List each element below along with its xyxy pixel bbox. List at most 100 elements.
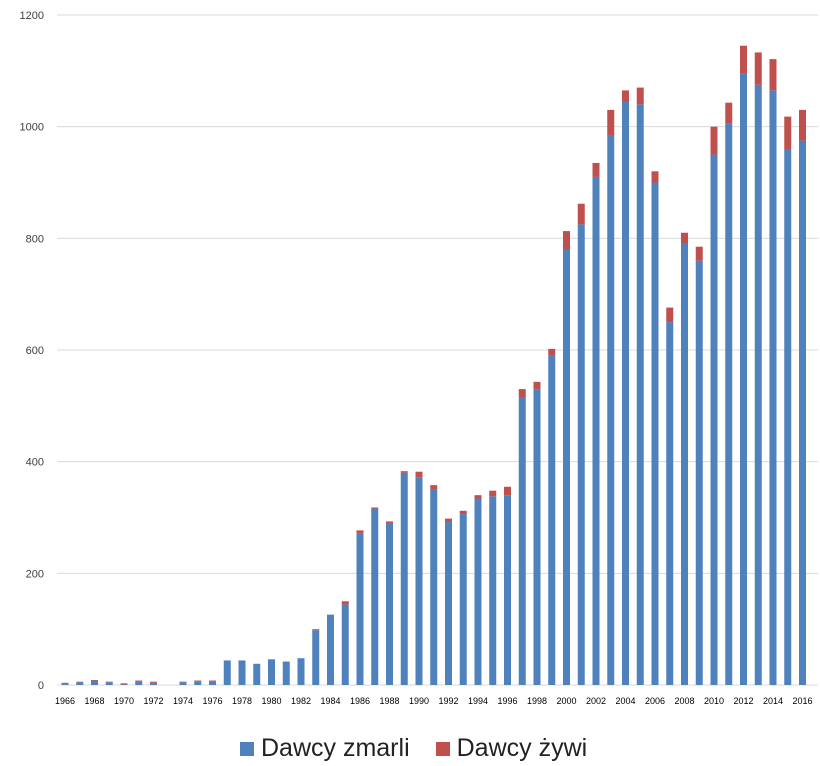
bar-segment-dawcy-zywi [474,495,482,499]
bar-segment-dawcy-zmarli [209,681,216,685]
legend-label-series-1: Dawcy zmarli [261,734,410,762]
bar-segment-dawcy-zywi [400,471,408,473]
x-tick-label: 1990 [409,696,429,706]
y-tick-label: 600 [26,345,44,357]
x-tick-label: 2012 [733,696,753,706]
bar-segment-dawcy-zmarli [400,472,408,685]
bar-segment-dawcy-zmarli [504,495,511,685]
bar-segment-dawcy-zmarli [91,680,98,685]
y-tick-label: 200 [26,568,44,580]
bar-segment-dawcy-zywi [179,681,187,683]
bar-segment-dawcy-zmarli [135,681,143,685]
bar-segment-dawcy-zywi [769,59,777,91]
x-tick-label: 2016 [792,696,812,706]
legend-swatch-series-2 [435,741,450,756]
bar-segment-dawcy-zmarli [651,182,659,685]
bar-segment-dawcy-zmarli [607,135,615,685]
x-tick-label: 1974 [173,696,193,706]
bar-segment-dawcy-zywi [135,680,143,682]
bar-segment-dawcy-zmarli [710,154,718,686]
bar-segment-dawcy-zmarli [268,659,275,685]
bar-segment-dawcy-zywi [725,102,733,124]
bar-segment-dawcy-zywi [666,307,674,323]
bar-segment-dawcy-zmarli [223,660,231,685]
x-tick-label: 1996 [497,696,517,706]
x-tick-label: 1984 [320,696,340,706]
bar-segment-dawcy-zywi [61,682,69,684]
x-tick-label: 2010 [704,696,724,706]
bar-segment-dawcy-zywi [622,90,629,102]
y-tick-label: 400 [26,457,44,469]
bar-segment-dawcy-zmarli [179,682,187,685]
bar-segment-dawcy-zmarli [784,149,792,685]
x-tick-label: 1980 [261,696,281,706]
bar-segment-dawcy-zmarli [695,260,703,685]
bar-segment-dawcy-zmarli [563,249,570,685]
bar-segment-dawcy-zywi [518,389,526,398]
bar-segment-dawcy-zmarli [415,477,423,685]
bar-segment-dawcy-zywi [651,171,659,183]
y-tick-label: 1000 [20,122,44,134]
bar-segment-dawcy-zmarli [518,397,526,685]
bar-segment-dawcy-zmarli [76,682,84,685]
bar-segment-dawcy-zywi [754,52,762,85]
x-tick-label: 1968 [84,696,104,706]
bar-segment-dawcy-zmarli [386,523,393,685]
bar-segment-dawcy-zmarli [356,533,364,685]
bar-segment-dawcy-zmarli [105,682,113,685]
bar-segment-dawcy-zywi [76,681,84,683]
x-tick-label: 2008 [674,696,694,706]
x-tick-label: 1970 [114,696,134,706]
bar-segment-dawcy-zywi [459,510,467,515]
bar-segment-dawcy-zywi [371,507,379,509]
bar-segment-dawcy-zmarli [459,514,467,685]
x-tick-label: 2006 [645,696,665,706]
legend-item-series-2: Dawcy żywi [435,734,587,763]
bar-segment-dawcy-zmarli [282,661,290,685]
x-tick-label: 2014 [763,696,783,706]
bar-segment-dawcy-zmarli [592,176,600,685]
bar-segment-dawcy-zmarli [297,658,305,685]
bar-segment-dawcy-zmarli [754,84,762,685]
bar-segment-dawcy-zmarli [799,140,806,685]
y-tick-label: 800 [26,233,44,245]
legend-swatch-series-1 [240,741,254,756]
bar-segment-dawcy-zywi [489,490,497,497]
bar-segment-dawcy-zmarli [533,389,541,685]
bar-segment-dawcy-zmarli [430,489,438,685]
bar-segment-dawcy-zywi [91,679,98,681]
bar-segment-dawcy-zmarli [489,496,497,685]
bar-segment-dawcy-zmarli [725,123,733,685]
bar-segment-dawcy-zywi [740,45,747,74]
bar-segment-dawcy-zywi [548,348,556,356]
x-tick-label: 1978 [232,696,252,706]
bar-segment-dawcy-zywi [150,681,157,683]
bar-segment-dawcy-zmarli [681,243,688,685]
x-tick-label: 2000 [556,696,576,706]
x-tick-label: 1976 [202,696,222,706]
x-tick-label: 2002 [586,696,606,706]
bar-segment-dawcy-zmarli [194,681,202,685]
bar-segment-dawcy-zywi [341,601,349,605]
bar-segment-dawcy-zmarli [740,73,747,685]
bar-segment-dawcy-zywi [312,629,320,631]
bar-segment-dawcy-zywi [415,471,423,478]
x-tick-label: 1994 [468,696,488,706]
bar-segment-dawcy-zywi [577,203,585,225]
x-tick-label: 1982 [291,696,311,706]
bar-segment-dawcy-zmarli [312,630,320,685]
bar-segment-dawcy-zywi [209,680,216,682]
bar-segment-dawcy-zmarli [120,684,128,685]
x-tick-label: 1972 [143,696,163,706]
bar-segment-dawcy-zmarli [61,683,69,685]
bar-segment-dawcy-zmarli [622,101,629,685]
bar-segment-dawcy-zmarli [341,604,349,685]
bar-segment-dawcy-zywi [607,109,615,136]
x-tick-label: 1998 [527,696,547,706]
bar-segment-dawcy-zmarli [253,663,261,685]
bar-segment-dawcy-zmarli [371,508,379,685]
bar-segment-dawcy-zywi [386,521,393,524]
bar-segment-dawcy-zywi [799,109,806,141]
